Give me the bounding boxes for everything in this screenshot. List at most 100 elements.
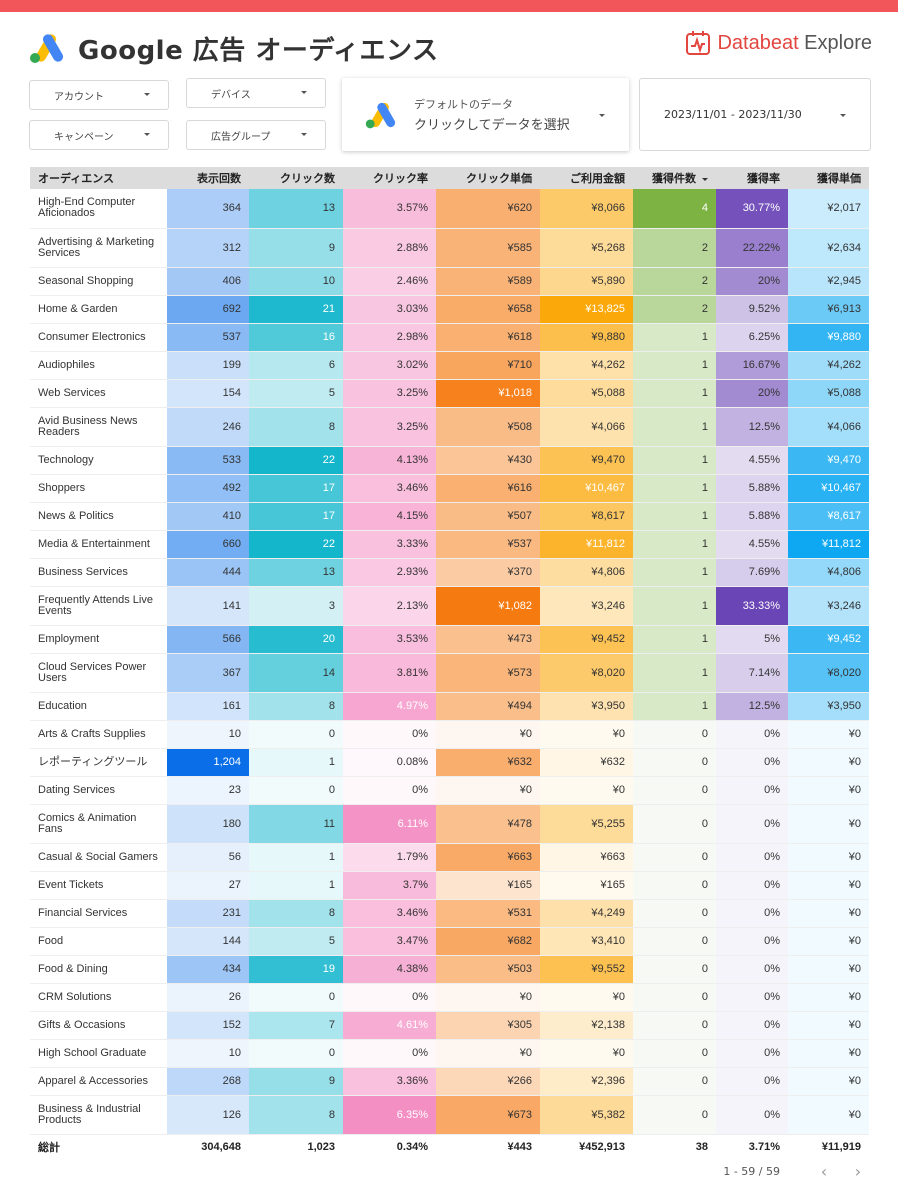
table-row[interactable]: Home & Garden 692 21 3.03% ¥658 ¥13,825 2 9.52%… [30,295,869,324]
cell-cpc: ¥508 [436,407,540,447]
table-row[interactable]: Seasonal Shopping 406 10 2.46% ¥589 ¥5,890 2 20… [30,267,869,296]
table-row[interactable]: News & Politics 410 17 4.15% ¥507 ¥8,617 1 5.88… [30,502,869,531]
table-row[interactable]: Advertising & Marketing Services 312 9 2.88… [30,228,869,268]
table-row[interactable]: Arts & Crafts Supplies 10 0 0% ¥0 ¥0 0 0% ¥0 [30,720,869,749]
cell-cvr: 4.55% [716,446,788,475]
cell-impressions: 152 [167,1011,249,1040]
data-source-selector[interactable]: デフォルトのデータ クリックしてデータを選択 [342,78,629,151]
cell-cpc: ¥0 [436,983,540,1012]
header-cost[interactable]: ご利用金額 [540,167,633,189]
cell-cost: ¥9,452 [540,625,633,654]
cell-clicks: 16 [249,323,343,352]
totals-conversions: 38 [695,1141,708,1154]
header-ctr[interactable]: クリック率 [343,167,436,189]
header-cpa[interactable]: 獲得単価 [788,167,869,189]
page-header: Google 広告 オーディエンス [28,28,439,68]
table-row[interactable]: Cloud Services Power Users 367 14 3.81% ¥573… [30,653,869,693]
cell-impressions: 660 [167,530,249,559]
cell-audience: Apparel & Accessories [30,1067,167,1096]
table-row[interactable]: Food & Dining 434 19 4.38% ¥503 ¥9,552 0 0% ¥0 [30,955,869,984]
cell-cvr: 16.67% [716,351,788,380]
cell-cpc: ¥165 [436,871,540,900]
header-clicks[interactable]: クリック数 [249,167,343,189]
table-row[interactable]: Gifts & Occasions 152 7 4.61% ¥305 ¥2,138 0 0% ¥… [30,1011,869,1040]
header-impressions[interactable]: 表示回数 [167,167,249,189]
cell-cvr: 6.25% [716,323,788,352]
date-range-picker[interactable]: 2023/11/01 - 2023/11/30 [639,78,871,151]
table-row[interactable]: Media & Entertainment 660 22 3.33% ¥537 ¥11,8… [30,530,869,559]
table-row[interactable]: Education 161 8 4.97% ¥494 ¥3,950 1 12.5% ¥3,950 [30,692,869,721]
table-row[interactable]: Employment 566 20 3.53% ¥473 ¥9,452 1 5% ¥9,452 [30,625,869,654]
chevron-left-icon[interactable]: ‹ [820,1161,828,1181]
table-row[interactable]: Financial Services 231 8 3.46% ¥531 ¥4,249 0 0%… [30,899,869,928]
table-row[interactable]: Technology 533 22 4.13% ¥430 ¥9,470 1 4.55% ¥9,4… [30,446,869,475]
cell-audience: Web Services [30,379,167,408]
table-row[interactable]: レポーティングツール 1,204 1 0.08% ¥632 ¥632 0 0% ¥0 [30,748,869,777]
cell-cpa: ¥0 [788,927,869,956]
table-row[interactable]: High School Graduate 10 0 0% ¥0 ¥0 0 0% ¥0 [30,1039,869,1068]
cell-impressions: 492 [167,474,249,503]
table-row[interactable]: Business Services 444 13 2.93% ¥370 ¥4,806 1 7.… [30,558,869,587]
cell-cvr: 12.5% [716,692,788,721]
table-row[interactable]: Dating Services 23 0 0% ¥0 ¥0 0 0% ¥0 [30,776,869,805]
cell-clicks: 8 [249,899,343,928]
table-row[interactable]: Business & Industrial Products 126 8 6.35% ¥… [30,1095,869,1135]
google-ads-logo-icon [365,102,396,129]
cell-cvr: 0% [716,776,788,805]
cell-audience: Audiophiles [30,351,167,380]
cell-clicks: 5 [249,927,343,956]
table-row[interactable]: Avid Business News Readers 246 8 3.25% ¥508 ¥… [30,407,869,447]
table-row[interactable]: Apparel & Accessories 268 9 3.36% ¥266 ¥2,396… [30,1067,869,1096]
table-row[interactable]: Comics & Animation Fans 180 11 6.11% ¥478 ¥5,… [30,804,869,844]
cell-impressions: 444 [167,558,249,587]
header-cpc[interactable]: クリック単価 [436,167,540,189]
table-row[interactable]: Food 144 5 3.47% ¥682 ¥3,410 0 0% ¥0 [30,927,869,956]
cell-audience: Consumer Electronics [30,323,167,352]
cell-impressions: 268 [167,1067,249,1096]
adgroup-filter-label: 広告グループ [211,131,271,143]
account-filter[interactable]: アカウント [29,80,169,110]
cell-ctr: 3.81% [343,653,436,693]
cell-cpa: ¥4,066 [788,407,869,447]
cell-cvr: 4.55% [716,530,788,559]
table-row[interactable]: Frequently Attends Live Events 141 3 2.13% ¥… [30,586,869,626]
header-conversions-label: 獲得件数 [652,173,696,185]
chevron-right-icon[interactable]: › [854,1161,862,1181]
header-conversions[interactable]: 獲得件数 [633,167,716,189]
table-row[interactable]: Consumer Electronics 537 16 2.98% ¥618 ¥9,880… [30,323,869,352]
header-cvr[interactable]: 獲得率 [716,167,788,189]
cell-cost: ¥9,552 [540,955,633,984]
cell-cvr: 0% [716,720,788,749]
table-row[interactable]: Shoppers 492 17 3.46% ¥616 ¥10,467 1 5.88% ¥10,4… [30,474,869,503]
cell-conversions: 2 [633,267,716,296]
totals-ctr: 0.34% [396,1141,428,1154]
databeat-logo-icon [686,31,711,55]
table-row[interactable]: Web Services 154 5 3.25% ¥1,018 ¥5,088 1 20% ¥5,… [30,379,869,408]
cell-conversions: 1 [633,530,716,559]
cell-cpc: ¥1,082 [436,586,540,626]
table-row[interactable]: CRM Solutions 26 0 0% ¥0 ¥0 0 0% ¥0 [30,983,869,1012]
table-row[interactable]: Event Tickets 27 1 3.7% ¥165 ¥165 0 0% ¥0 [30,871,869,900]
cell-conversions: 1 [633,558,716,587]
cell-cpc: ¥658 [436,295,540,324]
cell-cost: ¥0 [540,776,633,805]
adgroup-filter[interactable]: 広告グループ [186,120,326,150]
table-row[interactable]: Audiophiles 199 6 3.02% ¥710 ¥4,262 1 16.67% ¥4,… [30,351,869,380]
cell-conversions: 0 [633,983,716,1012]
table-row[interactable]: Casual & Social Gamers 56 1 1.79% ¥663 ¥663 0 0… [30,843,869,872]
device-filter[interactable]: デバイス [186,78,326,108]
cell-cpa: ¥0 [788,1011,869,1040]
cell-cost: ¥5,268 [540,228,633,268]
table-row[interactable]: High-End Computer Aficionados 364 13 3.57% ¥… [30,189,869,229]
cell-clicks: 0 [249,983,343,1012]
header-audience[interactable]: オーディエンス [30,167,167,189]
cell-audience: Business & Industrial Products [30,1095,167,1135]
cell-conversions: 0 [633,871,716,900]
totals-clicks: 1,023 [307,1141,335,1154]
campaign-filter[interactable]: キャンペーン [29,120,169,150]
cell-cpc: ¥494 [436,692,540,721]
cell-ctr: 4.97% [343,692,436,721]
cell-cvr: 0% [716,1095,788,1135]
cell-conversions: 0 [633,1011,716,1040]
cell-cvr: 20% [716,267,788,296]
